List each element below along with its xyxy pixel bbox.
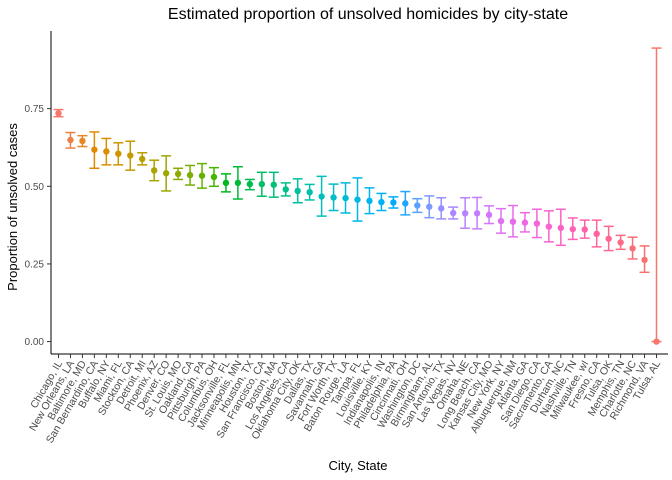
chart-title: Estimated proportion of unsolved homicid… [168, 6, 568, 23]
data-point [186, 171, 194, 179]
data-point [79, 137, 86, 145]
data-point [485, 211, 493, 219]
data-point [438, 205, 445, 212]
x-axis-title: City, State [328, 458, 387, 473]
data-point [497, 217, 505, 225]
y-axis-title: Proportion of unsolved cases [5, 123, 20, 291]
data-point [545, 223, 553, 230]
data-point [234, 179, 242, 187]
data-point [473, 210, 481, 217]
data-point [509, 218, 517, 225]
data-point [354, 196, 361, 203]
data-point [449, 209, 457, 217]
y-tick-label: 0.25 [25, 259, 45, 270]
data-point [198, 172, 206, 179]
data-point [342, 194, 349, 202]
data-point [103, 148, 110, 155]
data-point [557, 224, 565, 232]
data-point [402, 200, 409, 207]
data-point [617, 239, 624, 246]
data-point [318, 193, 325, 200]
data-point [127, 152, 134, 159]
data-point [593, 230, 600, 238]
data-point [55, 110, 62, 117]
data-point [461, 210, 469, 217]
data-point [330, 194, 337, 201]
data-point [246, 180, 254, 188]
data-point [390, 199, 397, 206]
data-point [521, 219, 529, 226]
data-point [91, 146, 98, 153]
data-point [210, 173, 218, 181]
data-point [294, 187, 301, 195]
data-point [115, 150, 122, 157]
data-point [174, 170, 182, 178]
data-point [641, 256, 648, 264]
data-point [222, 179, 230, 187]
data-point [162, 170, 170, 177]
y-tick-label: 0.75 [25, 104, 45, 115]
data-point [306, 188, 313, 196]
data-point [139, 155, 146, 163]
data-point [533, 220, 541, 227]
data-point [569, 225, 576, 233]
data-point [67, 136, 74, 144]
data-point [426, 203, 433, 210]
data-point [414, 202, 421, 209]
data-point [282, 186, 289, 193]
data-point [605, 235, 612, 242]
data-point [270, 181, 277, 188]
data-point [258, 180, 266, 188]
y-tick-label: 0.50 [25, 182, 45, 193]
y-tick-label: 0.00 [25, 337, 45, 348]
data-point [150, 167, 158, 174]
data-point [366, 197, 373, 205]
data-point [629, 245, 636, 252]
data-point [581, 226, 588, 233]
data-point [653, 338, 660, 345]
data-point [378, 198, 385, 206]
